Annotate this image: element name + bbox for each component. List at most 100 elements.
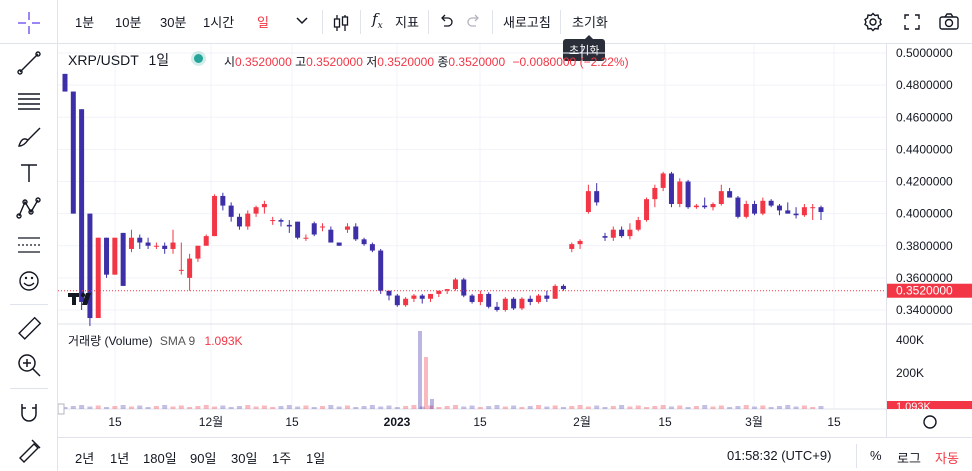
redo-icon[interactable] xyxy=(466,14,482,28)
candle-body xyxy=(577,240,583,245)
emoji-icon[interactable] xyxy=(14,266,44,296)
price-tick-label: 0.3600000 xyxy=(896,271,953,285)
magnet-icon[interactable] xyxy=(14,398,44,428)
horizontal-lines-icon[interactable] xyxy=(14,86,44,116)
candle-body xyxy=(203,236,209,246)
crosshair-icon[interactable] xyxy=(14,8,44,38)
price-tick-label: 0.3800000 xyxy=(896,239,953,253)
volume-bar xyxy=(486,406,492,409)
time-tick-label: 3월 xyxy=(745,415,763,429)
volume-bar xyxy=(627,406,633,409)
candle-body xyxy=(635,220,641,230)
utc-clock[interactable]: 01:58:32 (UTC+9) xyxy=(727,448,832,463)
volume-bar xyxy=(311,407,317,409)
volume-bar xyxy=(278,406,284,409)
candle-body xyxy=(353,226,359,240)
time-tick-label: 15 xyxy=(827,415,841,429)
candle-body xyxy=(668,173,674,204)
candle-body xyxy=(610,229,616,238)
zoom-in-icon[interactable] xyxy=(14,350,44,380)
interval-1m[interactable]: 1분 xyxy=(75,15,95,30)
volume-bar xyxy=(635,405,641,409)
fullscreen-icon[interactable] xyxy=(903,13,921,31)
screenshot-camera-icon[interactable] xyxy=(938,12,960,32)
indicators-icon[interactable]: fx xyxy=(372,10,383,31)
interval-day[interactable]: 일 xyxy=(257,15,269,30)
volume-bar xyxy=(162,405,168,409)
range-2y[interactable]: 2년 xyxy=(75,451,95,466)
text-tool-icon[interactable] xyxy=(14,158,44,188)
interval-1h[interactable]: 1시간 xyxy=(203,15,235,30)
settings-gear-icon[interactable] xyxy=(863,12,883,32)
log-toggle[interactable]: 로그 xyxy=(897,451,921,466)
volume-bar xyxy=(128,406,134,409)
undo-icon[interactable] xyxy=(438,14,454,28)
volume-bar xyxy=(153,406,159,409)
interval-30m[interactable]: 30분 xyxy=(160,15,187,30)
candle-body xyxy=(394,295,400,306)
brush-icon[interactable] xyxy=(14,122,44,152)
volume-bar xyxy=(552,405,558,409)
volume-bar xyxy=(245,405,251,409)
refresh-button[interactable]: 새로고침 xyxy=(503,15,551,30)
volume-last-label: 1.093K xyxy=(896,401,932,413)
volume-bar xyxy=(270,407,276,409)
fib-retracement-icon[interactable] xyxy=(14,230,44,260)
volume-bar xyxy=(536,405,542,409)
volume-legend: 거래량 (Volume) SMA 9 1.093K xyxy=(68,332,243,349)
price-chart[interactable]: 0.5000000 0.4800000 0.4600000 0.4400000 0.42… xyxy=(57,44,972,437)
high-label: 고 xyxy=(295,55,307,69)
reset-button[interactable]: 초기화 xyxy=(572,15,608,30)
time-tick-label: 15 xyxy=(108,415,122,429)
candle-body xyxy=(220,195,226,206)
volume-bar xyxy=(818,406,824,409)
candle-body xyxy=(718,191,724,204)
range-90d[interactable]: 90일 xyxy=(190,451,217,466)
candle-body xyxy=(278,220,284,222)
volume-bar xyxy=(693,406,699,409)
candle-body xyxy=(62,73,68,92)
candle-body xyxy=(128,237,134,249)
volume-bar xyxy=(253,406,259,409)
candle-body xyxy=(369,244,375,251)
volume-bar xyxy=(394,407,400,409)
candles-chart-type-icon[interactable] xyxy=(330,12,352,34)
candle-body xyxy=(344,226,350,230)
candle-body xyxy=(818,207,824,213)
indicators-button[interactable]: 지표 xyxy=(395,15,419,30)
candle-body xyxy=(660,173,666,188)
candle-body xyxy=(228,205,234,217)
candle-body xyxy=(162,245,168,249)
market-status-dot xyxy=(194,54,203,63)
range-1w[interactable]: 1주 xyxy=(272,451,292,466)
range-1d[interactable]: 1일 xyxy=(306,451,326,466)
candle-body xyxy=(320,226,326,228)
candle-body xyxy=(461,279,467,296)
range-30d[interactable]: 30일 xyxy=(231,451,258,466)
chart-area[interactable]: 0.5000000 0.4800000 0.4600000 0.4400000 0.42… xyxy=(57,44,972,437)
lock-drawing-icon[interactable] xyxy=(14,434,44,464)
candle-body xyxy=(677,181,683,204)
volume-bar xyxy=(776,406,782,409)
volume-bar xyxy=(810,407,816,409)
volume-bar xyxy=(428,405,434,409)
candle-body xyxy=(702,205,708,208)
percent-toggle[interactable]: % xyxy=(870,448,882,463)
candle-body xyxy=(153,245,159,247)
auto-toggle[interactable]: 자동 xyxy=(935,451,959,466)
volume-bar xyxy=(418,331,422,409)
axis-settings-gear-icon[interactable] xyxy=(923,415,937,429)
pattern-icon[interactable] xyxy=(14,194,44,224)
volume-bar xyxy=(436,407,442,409)
ruler-icon[interactable] xyxy=(14,314,44,344)
candle-body xyxy=(452,279,458,290)
candle-body xyxy=(403,298,409,306)
volume-bar xyxy=(236,406,242,409)
chevron-down-icon[interactable] xyxy=(295,16,309,26)
trend-line-icon[interactable] xyxy=(14,48,44,78)
range-180d[interactable]: 180일 xyxy=(143,451,177,466)
volume-bar xyxy=(569,406,575,409)
interval-10m[interactable]: 10분 xyxy=(115,15,142,30)
candle-body xyxy=(187,258,193,278)
range-1y[interactable]: 1년 xyxy=(110,451,130,466)
